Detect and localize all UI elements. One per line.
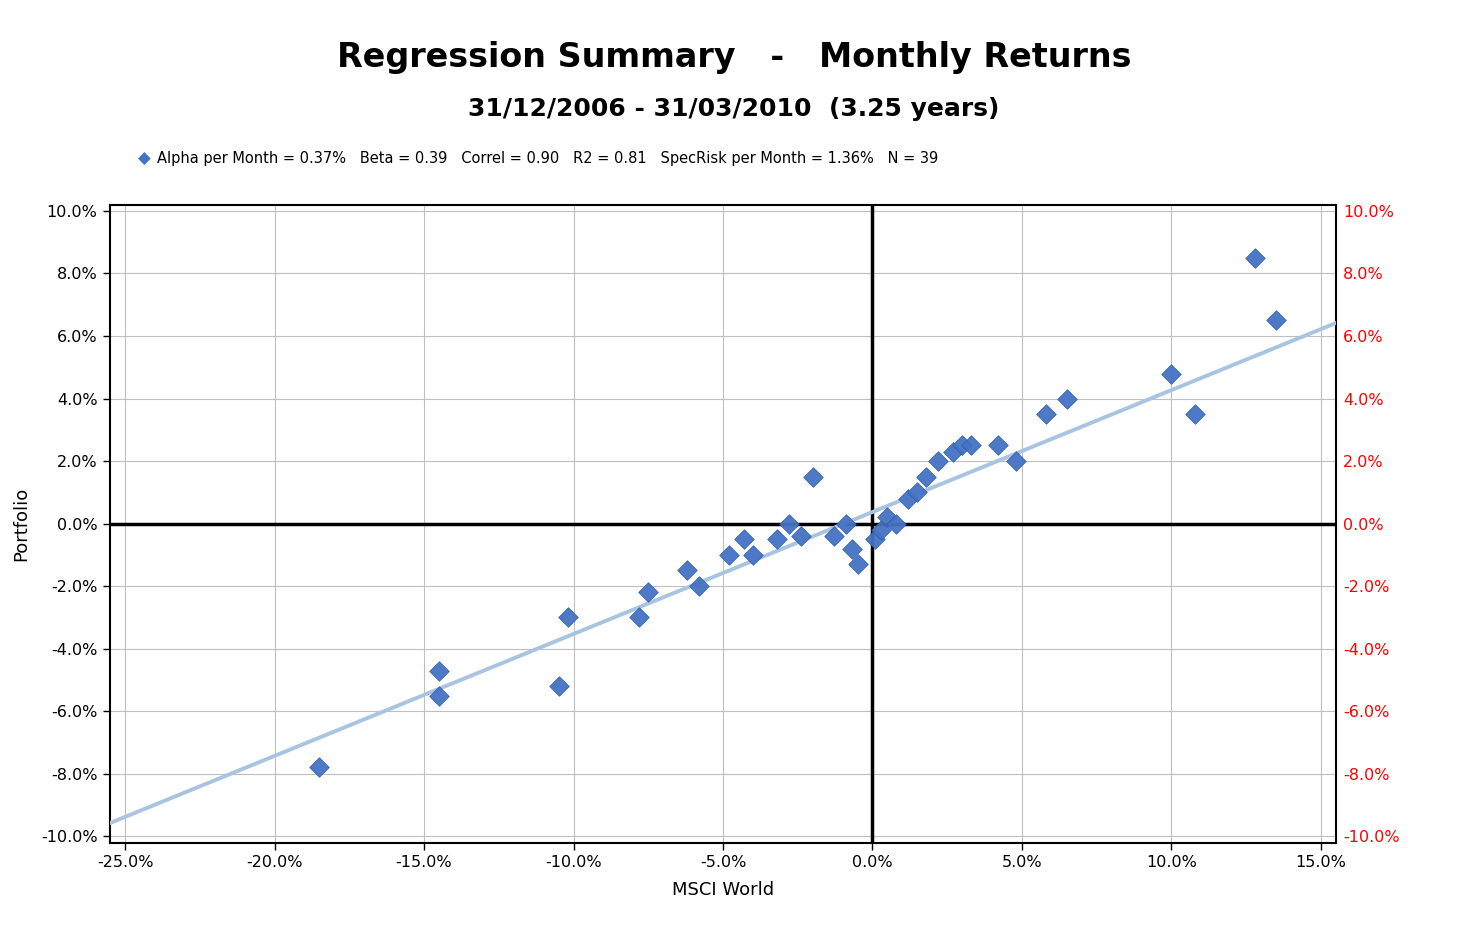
- Point: [1243, 250, 1267, 266]
- Point: [846, 557, 869, 572]
- Point: [941, 444, 964, 459]
- Text: 31/12/2006 - 31/03/2010  (3.25 years): 31/12/2006 - 31/03/2010 (3.25 years): [468, 97, 1000, 122]
- Point: [885, 516, 909, 531]
- Point: [869, 523, 893, 538]
- Point: [897, 491, 920, 506]
- Point: [788, 528, 812, 544]
- Point: [960, 438, 984, 453]
- Point: [1033, 407, 1057, 422]
- Point: [546, 679, 570, 694]
- Point: [777, 516, 800, 531]
- Point: [834, 516, 857, 531]
- Point: [1160, 366, 1183, 381]
- Point: [1055, 391, 1079, 407]
- Point: [687, 579, 711, 594]
- Point: [822, 528, 846, 544]
- Point: [950, 438, 973, 453]
- Point: [906, 485, 929, 500]
- Point: [915, 469, 938, 485]
- Point: [1183, 407, 1207, 422]
- Point: [427, 663, 451, 678]
- Point: [765, 531, 788, 546]
- Point: [427, 688, 451, 704]
- Point: [1264, 313, 1287, 328]
- Point: [926, 453, 950, 468]
- Text: Alpha per Month = 0.37%   Beta = 0.39   Correl = 0.90   R2 = 0.81   SpecRisk per: Alpha per Month = 0.37% Beta = 0.39 Corr…: [157, 151, 938, 167]
- X-axis label: MSCI World: MSCI World: [672, 882, 774, 899]
- Y-axis label: Portfolio: Portfolio: [12, 486, 29, 561]
- Point: [718, 547, 741, 563]
- Point: [637, 585, 661, 600]
- Point: [802, 469, 825, 485]
- Point: [986, 438, 1010, 453]
- Point: [733, 531, 756, 546]
- Point: [556, 610, 580, 625]
- Text: Regression Summary   -   Monthly Returns: Regression Summary - Monthly Returns: [336, 41, 1132, 73]
- Point: [308, 760, 332, 775]
- Point: [863, 531, 887, 546]
- Point: [741, 547, 765, 563]
- Text: ◆: ◆: [138, 150, 150, 168]
- Point: [840, 541, 863, 556]
- Point: [675, 563, 699, 578]
- Point: [627, 610, 650, 625]
- Point: [1004, 453, 1028, 468]
- Point: [876, 509, 900, 525]
